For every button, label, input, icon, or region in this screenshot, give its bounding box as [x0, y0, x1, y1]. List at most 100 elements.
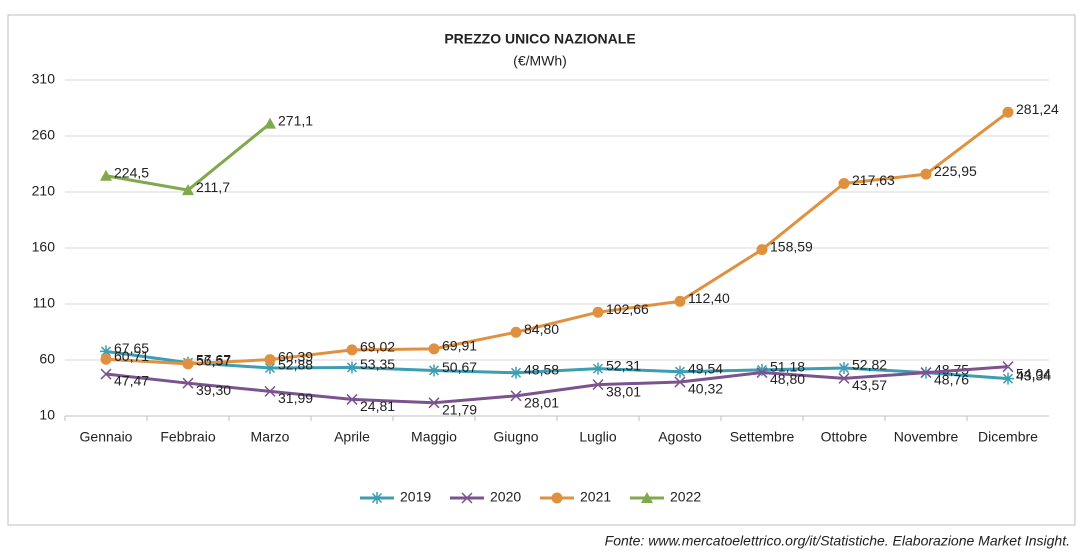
marker — [346, 344, 358, 356]
x-tick-label: Gennaio — [80, 429, 133, 445]
marker — [428, 364, 440, 377]
y-tick-label: 310 — [32, 71, 56, 87]
data-label: 24,81 — [360, 398, 395, 414]
y-tick-label: 260 — [32, 127, 56, 143]
legend-label: 2022 — [670, 489, 701, 505]
marker — [346, 393, 358, 405]
marker — [756, 244, 768, 256]
data-label: 48,80 — [770, 371, 805, 387]
marker — [920, 168, 932, 180]
marker — [551, 492, 563, 504]
data-label: 52,82 — [852, 357, 887, 373]
x-tick-label: Aprile — [334, 429, 370, 445]
data-label: 50,67 — [442, 359, 477, 375]
y-tick-label: 160 — [32, 239, 56, 255]
data-label: 271,1 — [278, 112, 313, 128]
data-label: 48,76 — [934, 371, 969, 387]
data-label: 28,01 — [524, 395, 559, 411]
data-label: 281,24 — [1016, 101, 1059, 117]
data-label: 40,32 — [688, 381, 723, 397]
data-label: 38,01 — [606, 383, 641, 399]
series-line — [105, 111, 1009, 366]
marker — [371, 492, 383, 504]
marker — [182, 184, 194, 196]
marker — [838, 362, 850, 375]
y-tick-label: 60 — [39, 351, 55, 367]
data-label: 69,02 — [360, 339, 395, 355]
data-label: 49,54 — [688, 360, 723, 376]
x-tick-label: Febbraio — [160, 429, 215, 445]
marker — [592, 306, 604, 318]
marker — [346, 361, 358, 374]
data-label: 54,04 — [1016, 365, 1051, 381]
source: Fonte: www.mercatoelettrico.org/it/Stati… — [605, 533, 1070, 549]
marker — [920, 367, 932, 379]
marker — [264, 117, 276, 129]
marker — [756, 367, 768, 379]
marker — [428, 397, 440, 409]
x-tick-label: Marzo — [251, 429, 290, 445]
marker — [264, 354, 276, 366]
marker — [510, 366, 522, 379]
marker — [674, 365, 686, 378]
data-label: 102,66 — [606, 301, 649, 317]
marker — [100, 353, 112, 365]
legend-label: 2019 — [400, 489, 431, 505]
marker — [264, 385, 276, 397]
x-tick-label: Dicembre — [978, 429, 1038, 445]
marker — [674, 295, 686, 307]
y-tick-label: 10 — [39, 407, 55, 423]
chart-frame — [7, 14, 1076, 526]
data-label: 211,7 — [196, 179, 230, 195]
data-label: 39,30 — [196, 382, 231, 398]
x-tick-label: Giugno — [493, 429, 538, 445]
marker — [756, 363, 768, 376]
y-tick-label: 210 — [32, 183, 56, 199]
data-label: 51,18 — [770, 359, 805, 375]
data-label: 21,79 — [442, 401, 477, 417]
chart-subtitle: (€/MWh) — [513, 53, 567, 69]
marker — [838, 372, 850, 384]
marker — [264, 361, 276, 374]
chart-title: PREZZO UNICO NAZIONALE — [444, 31, 635, 47]
marker — [428, 343, 440, 355]
x-tick-label: Settembre — [730, 429, 795, 445]
marker — [461, 492, 473, 504]
data-label: 52,31 — [606, 357, 641, 373]
series-line — [105, 349, 1009, 381]
x-tick-label: Maggio — [411, 429, 457, 445]
x-tick-label: Ottobre — [821, 429, 868, 445]
marker — [100, 169, 112, 181]
marker — [510, 326, 522, 338]
data-label: 225,95 — [934, 163, 977, 179]
legend-label: 2020 — [490, 489, 521, 505]
x-tick-label: Novembre — [894, 429, 959, 445]
data-label: 112,40 — [688, 290, 730, 306]
series-line — [105, 365, 1009, 405]
marker — [641, 492, 653, 503]
data-label: 67,65 — [114, 340, 149, 356]
data-label: 224,5 — [114, 164, 149, 180]
data-label: 69,91 — [442, 338, 477, 354]
marker — [182, 358, 194, 370]
data-label: 60,39 — [278, 348, 313, 364]
marker — [100, 345, 112, 358]
legend-label: 2021 — [580, 489, 611, 505]
data-label: 158,59 — [770, 238, 813, 254]
data-label: 52,88 — [278, 357, 313, 373]
x-tick-label: Luglio — [579, 429, 617, 445]
data-label: 43,57 — [852, 377, 887, 393]
data-label: 53,35 — [360, 356, 395, 372]
marker — [182, 377, 194, 389]
data-label: 60,71 — [114, 348, 149, 364]
marker — [1002, 361, 1014, 373]
data-label: 31,99 — [278, 390, 313, 406]
data-label: 217,63 — [852, 172, 895, 188]
marker — [592, 379, 604, 391]
marker — [510, 390, 522, 402]
data-label: 84,80 — [524, 321, 559, 337]
marker — [674, 376, 686, 388]
marker — [838, 177, 850, 189]
x-tick-label: Agosto — [658, 429, 702, 445]
